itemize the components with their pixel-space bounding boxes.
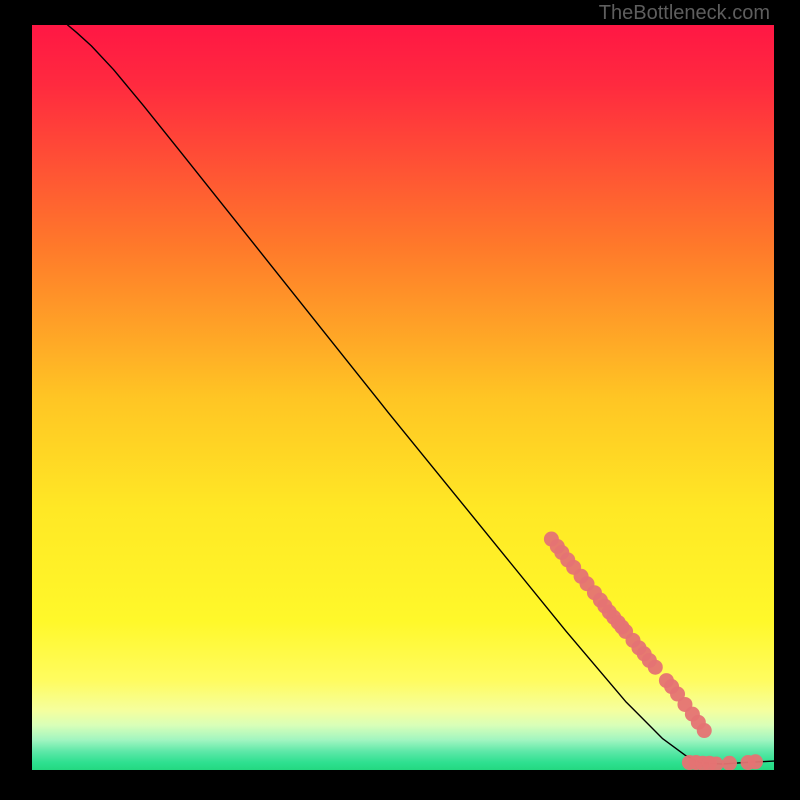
scatter-point: [648, 660, 663, 675]
chart-svg: [32, 25, 774, 770]
chart-plot-area: [32, 25, 774, 770]
scatter-point: [748, 754, 763, 769]
watermark-text: TheBottleneck.com: [599, 2, 770, 25]
chart-background: [32, 25, 774, 770]
scatter-point: [697, 723, 712, 738]
